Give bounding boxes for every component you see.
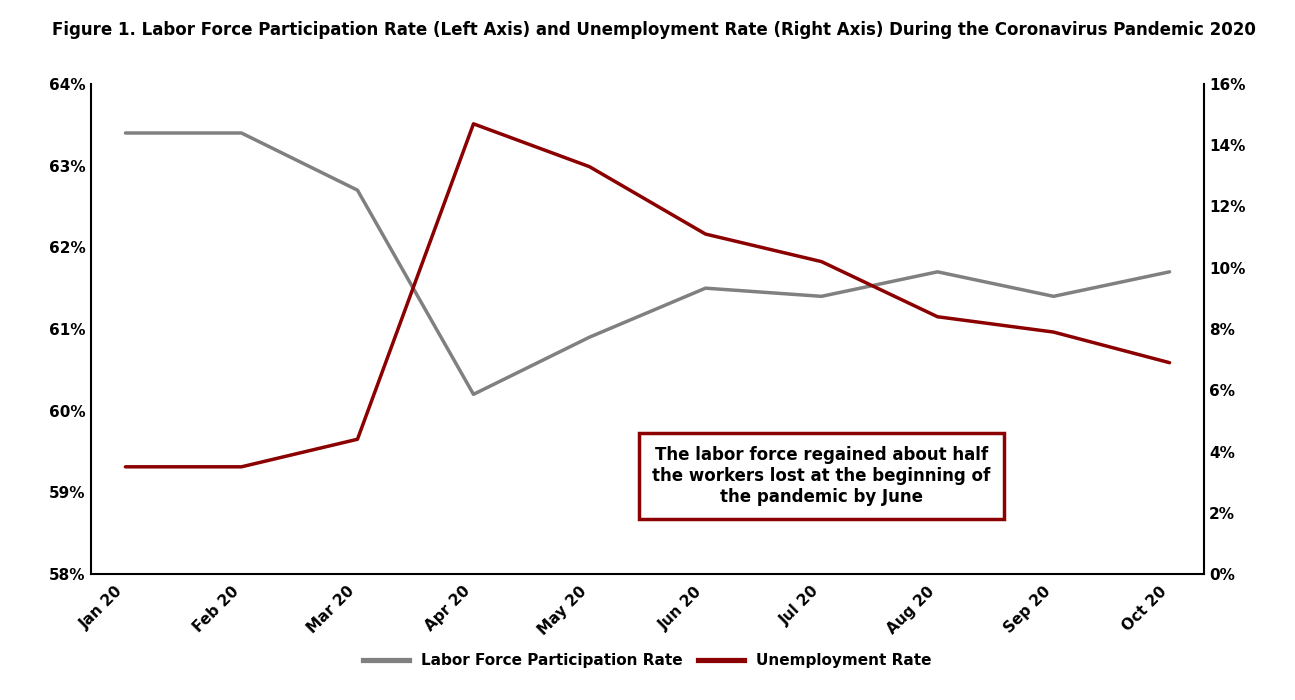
- Text: The labor force regained about half
the workers lost at the beginning of
the pan: The labor force regained about half the …: [653, 446, 991, 506]
- Text: Figure 1. Labor Force Participation Rate (Left Axis) and Unemployment Rate (Righ: Figure 1. Labor Force Participation Rate…: [52, 21, 1256, 39]
- Legend: Labor Force Participation Rate, Unemployment Rate: Labor Force Participation Rate, Unemploy…: [357, 647, 938, 674]
